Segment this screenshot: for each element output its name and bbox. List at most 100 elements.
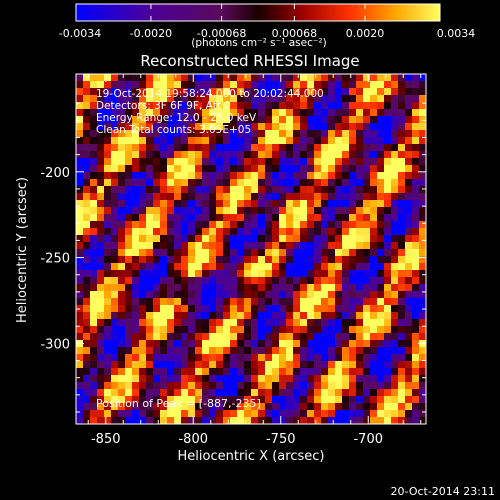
heatmap-cell — [76, 102, 84, 110]
heatmap-cell — [125, 165, 133, 173]
heatmap-cell — [160, 144, 168, 152]
heatmap-cell — [160, 305, 168, 313]
heatmap-cell — [76, 235, 84, 243]
heatmap-cell — [342, 333, 350, 341]
heatmap-cell — [356, 151, 364, 159]
heatmap-cell — [244, 403, 252, 411]
heatmap-cell — [83, 200, 91, 208]
heatmap-cell — [335, 179, 343, 187]
heatmap-cell — [195, 277, 203, 285]
heatmap-cell — [307, 354, 315, 362]
heatmap-cell — [314, 410, 322, 418]
heatmap-cell — [328, 130, 336, 138]
x-tick-label: -750 — [266, 432, 296, 447]
heatmap-cell — [328, 319, 336, 327]
heatmap-cell — [272, 340, 280, 348]
heatmap-cell — [272, 228, 280, 236]
heatmap-cell — [160, 193, 168, 201]
heatmap-cell — [251, 172, 259, 180]
heatmap-cell — [286, 137, 294, 145]
heatmap-cell — [258, 298, 266, 306]
heatmap-cell — [76, 242, 84, 250]
heatmap-cell — [419, 137, 427, 145]
heatmap-cell — [97, 291, 105, 299]
heatmap-cell — [279, 158, 287, 166]
heatmap-cell — [132, 277, 140, 285]
heatmap-cell — [132, 186, 140, 194]
heatmap-cell — [300, 270, 308, 278]
heatmap-cell — [223, 179, 231, 187]
heatmap-cell — [279, 130, 287, 138]
heatmap-cell — [181, 151, 189, 159]
heatmap-cell — [174, 368, 182, 376]
heatmap-cell — [174, 228, 182, 236]
heatmap-cell — [363, 179, 371, 187]
heatmap-cell — [300, 354, 308, 362]
heatmap-cell — [188, 312, 196, 320]
heatmap-cell — [160, 214, 168, 222]
heatmap-cell — [132, 333, 140, 341]
heatmap-cell — [132, 130, 140, 138]
heatmap-cell — [258, 172, 266, 180]
heatmap-cell — [251, 81, 259, 89]
heatmap-cell — [230, 284, 238, 292]
heatmap-cell — [132, 354, 140, 362]
heatmap-cell — [118, 263, 126, 271]
heatmap-cell — [111, 81, 119, 89]
heatmap-cell — [412, 130, 420, 138]
heatmap-cell — [265, 200, 273, 208]
heatmap-cell — [76, 137, 84, 145]
heatmap-cell — [405, 193, 413, 201]
heatmap-cell — [111, 228, 119, 236]
heatmap-cell — [335, 368, 343, 376]
heatmap-cell — [104, 263, 112, 271]
heatmap-cell — [258, 333, 266, 341]
heatmap-cell — [83, 228, 91, 236]
heatmap-cell — [272, 200, 280, 208]
heatmap-cell — [83, 214, 91, 222]
heatmap-cell — [146, 102, 154, 110]
heatmap-cell — [405, 354, 413, 362]
heatmap-cell — [223, 242, 231, 250]
heatmap-cell — [286, 333, 294, 341]
heatmap-cell — [391, 382, 399, 390]
heatmap-cell — [188, 158, 196, 166]
heatmap-cell — [209, 249, 217, 257]
heatmap-cell — [342, 326, 350, 334]
heatmap-cell — [293, 291, 301, 299]
heatmap-cell — [118, 375, 126, 383]
heatmap-cell — [83, 312, 91, 320]
heatmap-cell — [293, 144, 301, 152]
heatmap-cell — [370, 389, 378, 397]
heatmap-cell — [230, 102, 238, 110]
heatmap-cell — [181, 130, 189, 138]
heatmap-cell — [272, 214, 280, 222]
heatmap-cell — [195, 382, 203, 390]
heatmap-cell — [237, 410, 245, 418]
heatmap-cell — [370, 158, 378, 166]
heatmap-cell — [153, 221, 161, 229]
heatmap-cell — [356, 291, 364, 299]
heatmap-cell — [391, 207, 399, 215]
heatmap-cell — [391, 193, 399, 201]
heatmap-cell — [384, 81, 392, 89]
heatmap-cell — [286, 81, 294, 89]
heatmap-cell — [258, 284, 266, 292]
heatmap-cell — [174, 165, 182, 173]
heatmap-cell — [160, 242, 168, 250]
heatmap-cell — [195, 102, 203, 110]
heatmap-cell — [139, 130, 147, 138]
heatmap-cell — [307, 186, 315, 194]
heatmap-cell — [202, 249, 210, 257]
heatmap-cell — [398, 102, 406, 110]
heatmap-cell — [181, 375, 189, 383]
heatmap-cell — [132, 116, 140, 124]
heatmap-cell — [111, 207, 119, 215]
heatmap-cell — [118, 284, 126, 292]
heatmap-cell — [363, 130, 371, 138]
heatmap-cell — [377, 123, 385, 131]
heatmap-cell — [279, 326, 287, 334]
heatmap-cell — [272, 326, 280, 334]
heatmap-cell — [314, 228, 322, 236]
heatmap-cell — [202, 319, 210, 327]
